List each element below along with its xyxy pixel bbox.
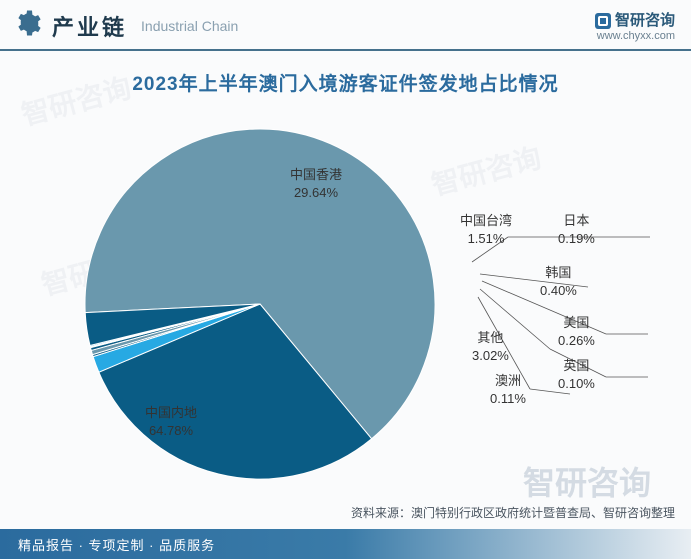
pie-svg [50,109,670,509]
slice-label: 中国香港29.64% [290,166,342,201]
brand-url: www.chyxx.com [595,30,675,42]
slice-label: 其他3.02% [472,329,509,364]
chart-title: 2023年上半年澳门入境游客证件签发地占比情况 [0,69,691,96]
slice-label: 英国0.10% [558,357,595,392]
header-subtitle: Industrial Chain [141,18,238,34]
source-note: 资料来源：澳门特别行政区政府统计暨普查局、智研咨询整理 [351,504,675,521]
brand-name: 智研咨询 [595,9,675,30]
slice-label: 澳洲0.11% [490,372,526,407]
brand-icon [595,13,611,29]
slice-label: 日本0.19% [558,212,595,247]
gear-icon [12,8,42,43]
footer-bar: 精品报告 · 专项定制 · 品质服务 [0,529,691,559]
slice-label: 中国台湾1.51% [460,212,512,247]
header-bar: 产业链 Industrial Chain 智研咨询 www.chyxx.com [0,0,691,51]
slice-label: 韩国0.40% [540,264,577,299]
slice-label: 美国0.26% [558,314,595,349]
slice-label: 中国内地64.78% [145,404,197,439]
pie-chart: 中国内地64.78% 中国香港29.64% 中国台湾1.51% 日本0.19% 韩国0.… [0,104,691,504]
header-title: 产业链 [52,10,127,42]
